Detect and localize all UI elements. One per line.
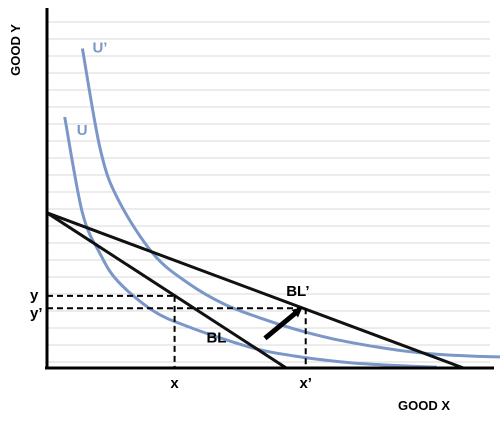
tick-label-y-prime: y’ — [30, 305, 43, 322]
guide-lines — [47, 294, 307, 368]
tick-label-y: y — [30, 287, 39, 304]
budget-lines — [46, 211, 464, 370]
budget-label-bl: BL — [206, 329, 226, 346]
indifference-curves — [63, 48, 500, 369]
curve-label-u-prime: U’ — [92, 40, 107, 57]
budget-line-bl — [46, 211, 288, 370]
indifference-curve-u — [63, 116, 437, 369]
curve-label-u: U — [77, 122, 88, 139]
tick-label-x: x — [170, 375, 179, 392]
budget-label-bl-prime: BL’ — [286, 283, 309, 300]
tick-label-x-prime: x’ — [299, 375, 312, 392]
x-axis-title: GOOD X — [398, 398, 450, 413]
y-axis-title: GOOD Y — [8, 24, 23, 76]
shift-arrow — [263, 307, 303, 341]
budget-line-bl-prime — [46, 211, 464, 370]
indifference-curve-u-prime — [80, 48, 500, 359]
